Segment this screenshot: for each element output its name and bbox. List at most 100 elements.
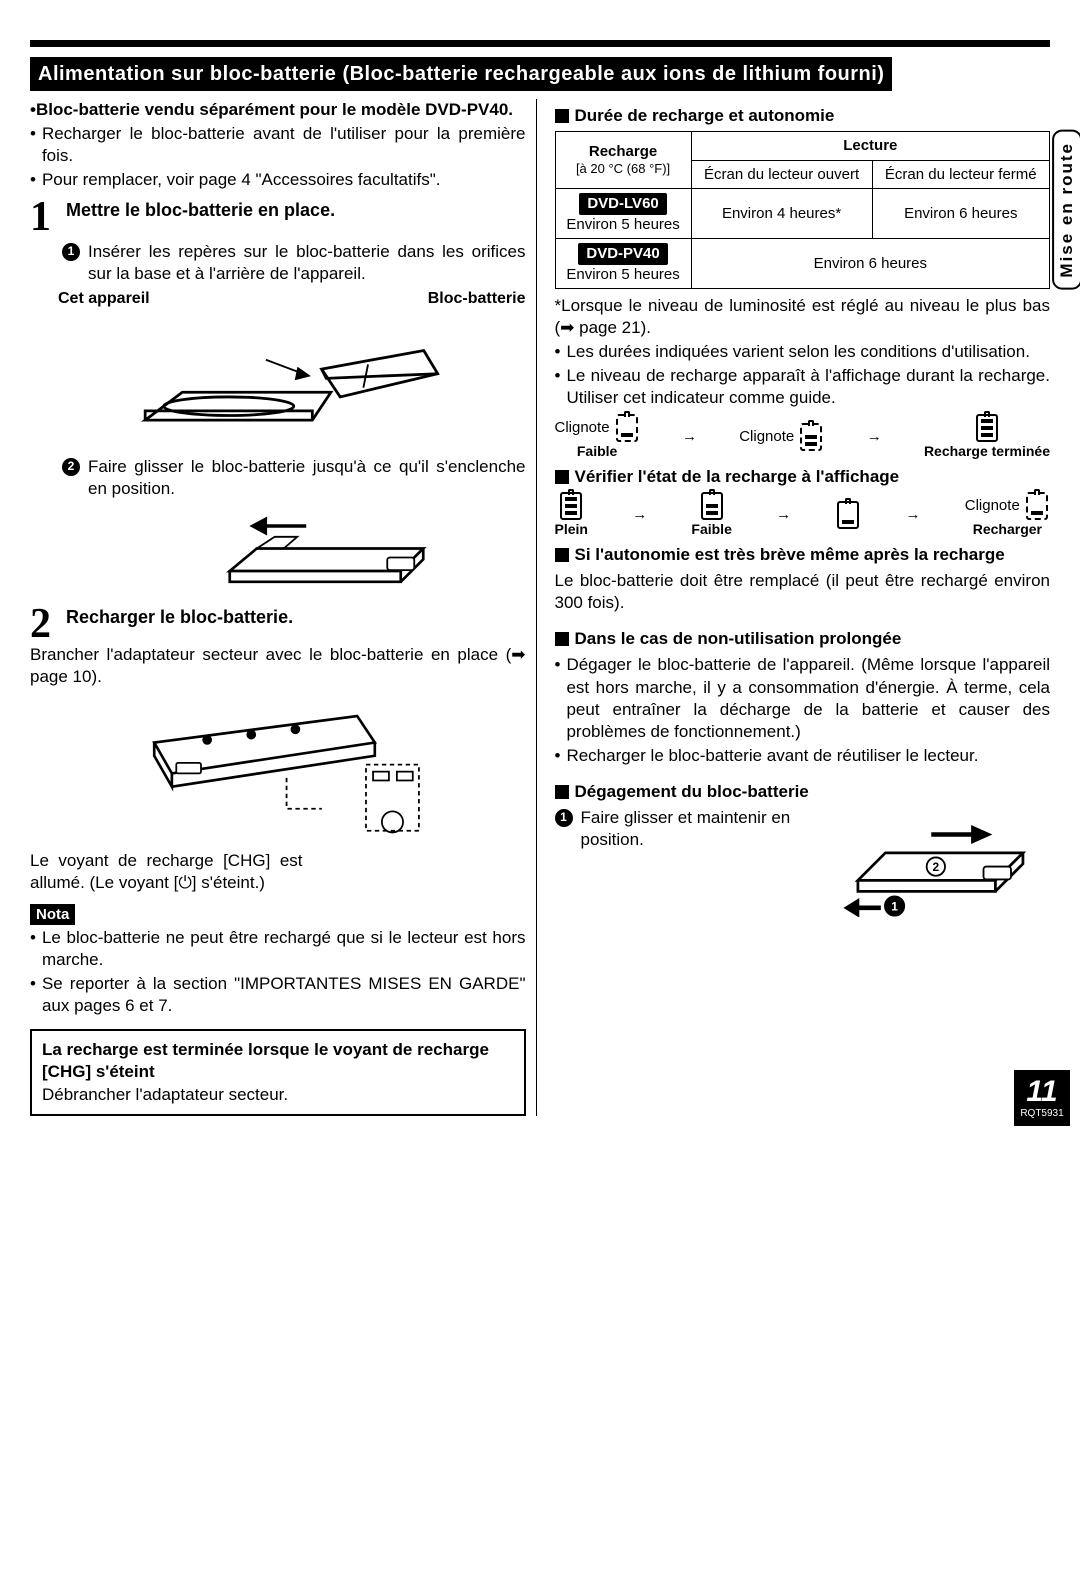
step-2-text: Brancher l'adaptateur secteur avec le bl… (30, 644, 526, 688)
slide-battery-diagram (150, 508, 526, 598)
duree-heading: Durée de recharge et autonomie (555, 105, 1051, 127)
verify-heading: Vérifier l'état de la recharge à l'affic… (555, 466, 1051, 488)
indicator-item: Plein (555, 492, 588, 538)
bullet-text: Pour remplacer, voir page 4 "Accessoires… (42, 169, 441, 191)
short-autonomy-heading: Si l'autonomie est très brève même après… (555, 544, 1051, 566)
release-battery-diagram: 2 1 (840, 807, 1050, 917)
circled-2-icon: 2 (62, 458, 80, 476)
cell-text: [à 20 °C (68 °F)] (562, 161, 685, 178)
left-column: •Bloc-batterie vendu séparément pour le … (30, 99, 537, 1116)
indicator-label: Faible (691, 520, 731, 538)
bullet: •Recharger le bloc-batterie avant de l'u… (30, 123, 526, 167)
cell: DVD-LV60 Environ 5 heures (555, 189, 691, 239)
arrow-icon: → (632, 505, 647, 525)
bullet-dot-icon: • (555, 654, 561, 742)
bullet: •Le niveau de recharge apparaît à l'affi… (555, 365, 1051, 409)
bullet-text: Les durées indiquées varient selon les c… (566, 341, 1029, 363)
manual-page: Mise en route Alimentation sur bloc-batt… (0, 0, 1080, 1136)
status-indicator-sequence: Plein → Faible → → Clignote Recharger (555, 492, 1051, 538)
heading-text: Durée de recharge et autonomie (575, 106, 835, 125)
substep: 1 Insérer les repères sur le bloc-batter… (62, 241, 526, 285)
indicator-label: Recharger (965, 520, 1050, 538)
bullet: • Pour remplacer, voir page 4 "Accessoire… (30, 169, 526, 191)
right-column: Durée de recharge et autonomie Recharge … (555, 99, 1051, 1116)
bullet: •Recharger le bloc-batterie avant de réu… (555, 745, 1051, 767)
recharge-complete-box: La recharge est terminée lorsque le voya… (30, 1029, 526, 1115)
step-number: 1 (30, 199, 58, 237)
table-row: DVD-PV40 Environ 5 heures Environ 6 heur… (555, 239, 1050, 289)
bullet: •Les durées indiquées varient selon les … (555, 341, 1051, 363)
bullet-text: Recharger le bloc-batterie avant de réut… (566, 745, 978, 767)
svg-text:1: 1 (891, 900, 898, 914)
page-title: Alimentation sur bloc-batterie (Bloc-bat… (30, 57, 892, 91)
top-rule (30, 40, 1050, 47)
bullet: •Le bloc-batterie ne peut être rechargé … (30, 927, 526, 971)
doc-code: RQT5931 (1020, 1109, 1063, 1119)
arrow-icon: → (776, 505, 791, 525)
short-autonomy-text: Le bloc-batterie doit être remplacé (il … (555, 570, 1051, 614)
heading-text: Dégagement du bloc-batterie (575, 782, 809, 801)
square-bullet-icon (555, 785, 569, 799)
cell: Environ 4 heures* (691, 189, 872, 239)
bullet-text: Le bloc-batterie ne peut être rechargé q… (42, 927, 526, 971)
indicator-label: Faible (555, 442, 640, 460)
square-bullet-icon (555, 632, 569, 646)
bullet-dot-icon: • (30, 973, 36, 1017)
square-bullet-icon (555, 470, 569, 484)
square-bullet-icon (555, 109, 569, 123)
page-number: 11 (1026, 1077, 1057, 1107)
step-title: Mettre le bloc-batterie en place. (66, 199, 335, 222)
bullet-dot-icon: • (30, 123, 36, 167)
cell: DVD-PV40 Environ 5 heures (555, 239, 691, 289)
table-row: Recharge [à 20 °C (68 °F)] Lecture (555, 132, 1050, 161)
box-bold: La recharge est terminée lorsque le voya… (42, 1039, 514, 1083)
model-badge: DVD-LV60 (579, 193, 666, 215)
indicator-item: Faible (691, 492, 731, 538)
arrow-icon: → (906, 505, 921, 525)
sold-separately-note: •Bloc-batterie vendu séparément pour le … (30, 99, 526, 121)
title-main: Alimentation sur bloc-batterie (38, 63, 336, 85)
footnote: *Lorsque le niveau de luminosité est rég… (555, 295, 1051, 339)
battery-icon (1026, 492, 1048, 520)
charging-indicator-sequence: Clignote Faible → Clignote → Recharge te… (555, 414, 1051, 460)
battery-icon (800, 423, 822, 451)
indicator-label: Clignote (555, 419, 610, 436)
bullet-dot-icon: • (30, 169, 36, 191)
step-1: 1 Mettre le bloc-batterie en place. (30, 199, 526, 237)
substep-text: Faire glisser le bloc-batterie jusqu'à c… (88, 456, 526, 500)
title-sub: (Bloc-batterie rechargeable aux ions de … (342, 63, 884, 85)
bullet: •Dégager le bloc-batterie de l'appareil.… (555, 654, 1051, 742)
th-recharge: Recharge [à 20 °C (68 °F)] (555, 132, 691, 189)
bullet-text: Se reporter à la section "IMPORTANTES MI… (42, 973, 526, 1017)
label-bloc-batterie: Bloc-batterie (428, 289, 526, 310)
release-heading: Dégagement du bloc-batterie (555, 781, 1051, 803)
indicator-label: Clignote (965, 497, 1020, 514)
cell: Écran du lecteur fermé (872, 160, 1049, 189)
substep-text: Insérer les repères sur le bloc-batterie… (88, 241, 526, 285)
box-text: Débrancher l'adaptateur secteur. (42, 1084, 514, 1106)
battery-icon (560, 492, 582, 520)
step-title: Recharger le bloc-batterie. (66, 606, 293, 629)
indicator-item: Clignote Faible (555, 414, 640, 460)
bullet-dot-icon: • (555, 341, 561, 363)
indicator-label: Plein (555, 520, 588, 538)
label-cet-appareil: Cet appareil (58, 289, 150, 310)
nonuse-heading: Dans le cas de non-utilisation prolongée (555, 628, 1051, 650)
recharge-table: Recharge [à 20 °C (68 °F)] Lecture Écran… (555, 131, 1051, 289)
bullet-text: Dégager le bloc-batterie de l'appareil. … (566, 654, 1050, 742)
bullet-dot-icon: • (555, 745, 561, 767)
indicator-label: Recharge terminée (924, 442, 1050, 460)
cell-text: Environ 5 heures (566, 216, 679, 233)
cell-text: Environ 5 heures (566, 266, 679, 283)
indicator-item: Clignote Recharger (965, 492, 1050, 538)
square-bullet-icon (555, 548, 569, 562)
svg-text:2: 2 (933, 860, 940, 874)
model-badge: DVD-PV40 (578, 243, 667, 265)
arrow-icon: → (682, 427, 697, 447)
release-text: Faire glisser et maintenir en position. (581, 807, 841, 851)
th-lecture: Lecture (691, 132, 1049, 161)
circled-1-icon: 1 (62, 243, 80, 261)
substep: 2 Faire glisser le bloc-batterie jusqu'à… (62, 456, 526, 500)
battery-icon (616, 414, 638, 442)
cell: Environ 6 heures (691, 239, 1049, 289)
